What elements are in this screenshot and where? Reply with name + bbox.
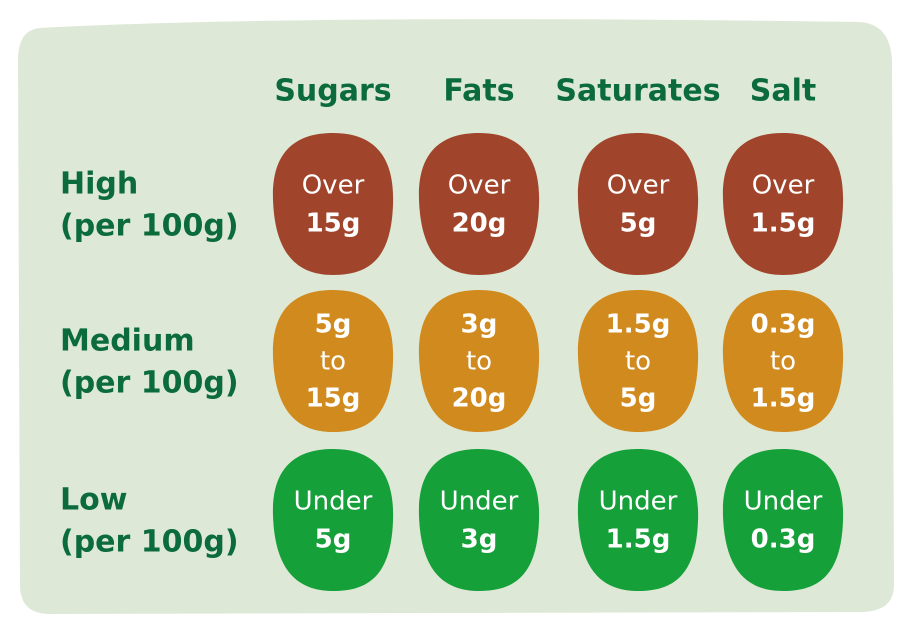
cell-text: 15g: [306, 384, 361, 414]
cell-text: Under: [744, 487, 823, 517]
cell-text: Over: [607, 171, 670, 201]
row-basis: (per 100g): [60, 209, 239, 244]
blob: [577, 290, 699, 432]
column-header: Fats: [443, 74, 514, 109]
row-basis: (per 100g): [60, 525, 239, 560]
blob: [722, 133, 844, 275]
blob: [272, 133, 394, 275]
column-header: Sugars: [274, 74, 391, 109]
row-level: High: [60, 167, 138, 202]
cell-text: 1.5g: [751, 209, 816, 239]
cell-text: 1.5g: [606, 310, 671, 340]
blob: [418, 133, 540, 275]
cell-text: 3g: [461, 525, 498, 555]
blob: [418, 290, 540, 432]
blob: [418, 449, 540, 591]
cell-text: Under: [599, 487, 678, 517]
cell-text: 20g: [452, 209, 507, 239]
cell-text: 0.3g: [751, 525, 816, 555]
blob: [722, 290, 844, 432]
cell-text: 1.5g: [606, 525, 671, 555]
blob: [722, 449, 844, 591]
column-header: Saturates: [555, 74, 720, 109]
column-header: Salt: [750, 74, 816, 109]
blob: [577, 133, 699, 275]
row-level: Medium: [60, 324, 195, 359]
cell-text: to: [770, 347, 796, 377]
cell-text: Under: [294, 487, 373, 517]
cell-text: 0.3g: [751, 310, 816, 340]
cell-text: 5g: [315, 310, 352, 340]
cell-text: 5g: [315, 525, 352, 555]
cell-text: Under: [440, 487, 519, 517]
cell-text: 1.5g: [751, 384, 816, 414]
blob: [272, 290, 394, 432]
cell-text: 5g: [620, 384, 657, 414]
cell-text: to: [320, 347, 346, 377]
cell-text: 15g: [306, 209, 361, 239]
cell-text: 20g: [452, 384, 507, 414]
row-level: Low: [60, 483, 127, 518]
cell-text: to: [625, 347, 651, 377]
blob: [272, 449, 394, 591]
cell-text: Over: [752, 171, 815, 201]
cell-text: Over: [302, 171, 365, 201]
cell-text: 3g: [461, 310, 498, 340]
blob: [577, 449, 699, 591]
cell-text: Over: [448, 171, 511, 201]
cell-text: to: [466, 347, 492, 377]
row-basis: (per 100g): [60, 366, 239, 401]
cell-text: 5g: [620, 209, 657, 239]
